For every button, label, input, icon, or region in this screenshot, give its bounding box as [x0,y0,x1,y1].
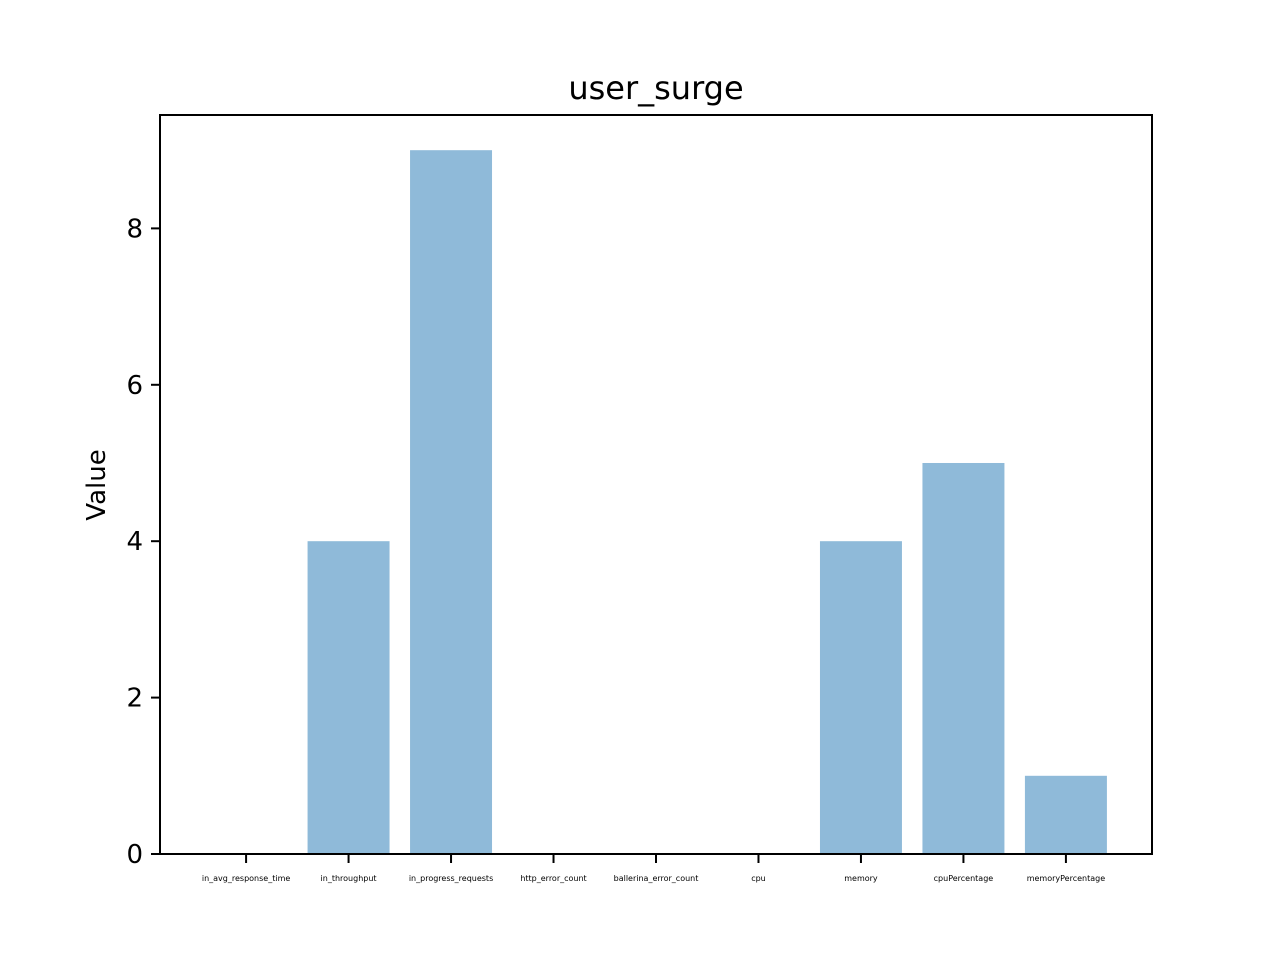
bar-memory [819,541,902,854]
y-tick-label: 8 [126,214,143,244]
x-tick-label: memoryPercentage [1027,874,1106,883]
x-tick-label: memory [844,874,878,883]
y-tick-label: 0 [126,840,143,870]
y-axis-label: Value [82,449,112,520]
bar-in_progress_requests [410,150,493,854]
y-tick-label: 2 [126,684,143,714]
bars-group [307,150,1107,854]
x-tick-label: cpu [751,874,766,883]
x-axis: in_avg_response_time in_throughput in_prog… [202,854,1105,883]
bar-in_throughput [307,541,390,854]
y-axis: 0 2 4 6 8 [126,214,160,870]
x-tick-label: in_progress_requests [409,874,493,883]
bar-memoryPercentage [1024,775,1107,854]
y-tick-label: 4 [126,527,143,557]
x-tick-label: ballerina_error_count [614,874,699,883]
bar-cpuPercentage [922,462,1005,854]
x-tick-label: in_avg_response_time [202,874,290,883]
chart-title: user_surge [568,69,743,107]
plot-frame [159,114,1153,855]
x-tick-label: http_error_count [520,874,586,883]
x-tick-label: in_throughput [321,874,377,883]
x-tick-label: cpuPercentage [934,874,994,883]
y-tick-label: 6 [126,371,143,401]
